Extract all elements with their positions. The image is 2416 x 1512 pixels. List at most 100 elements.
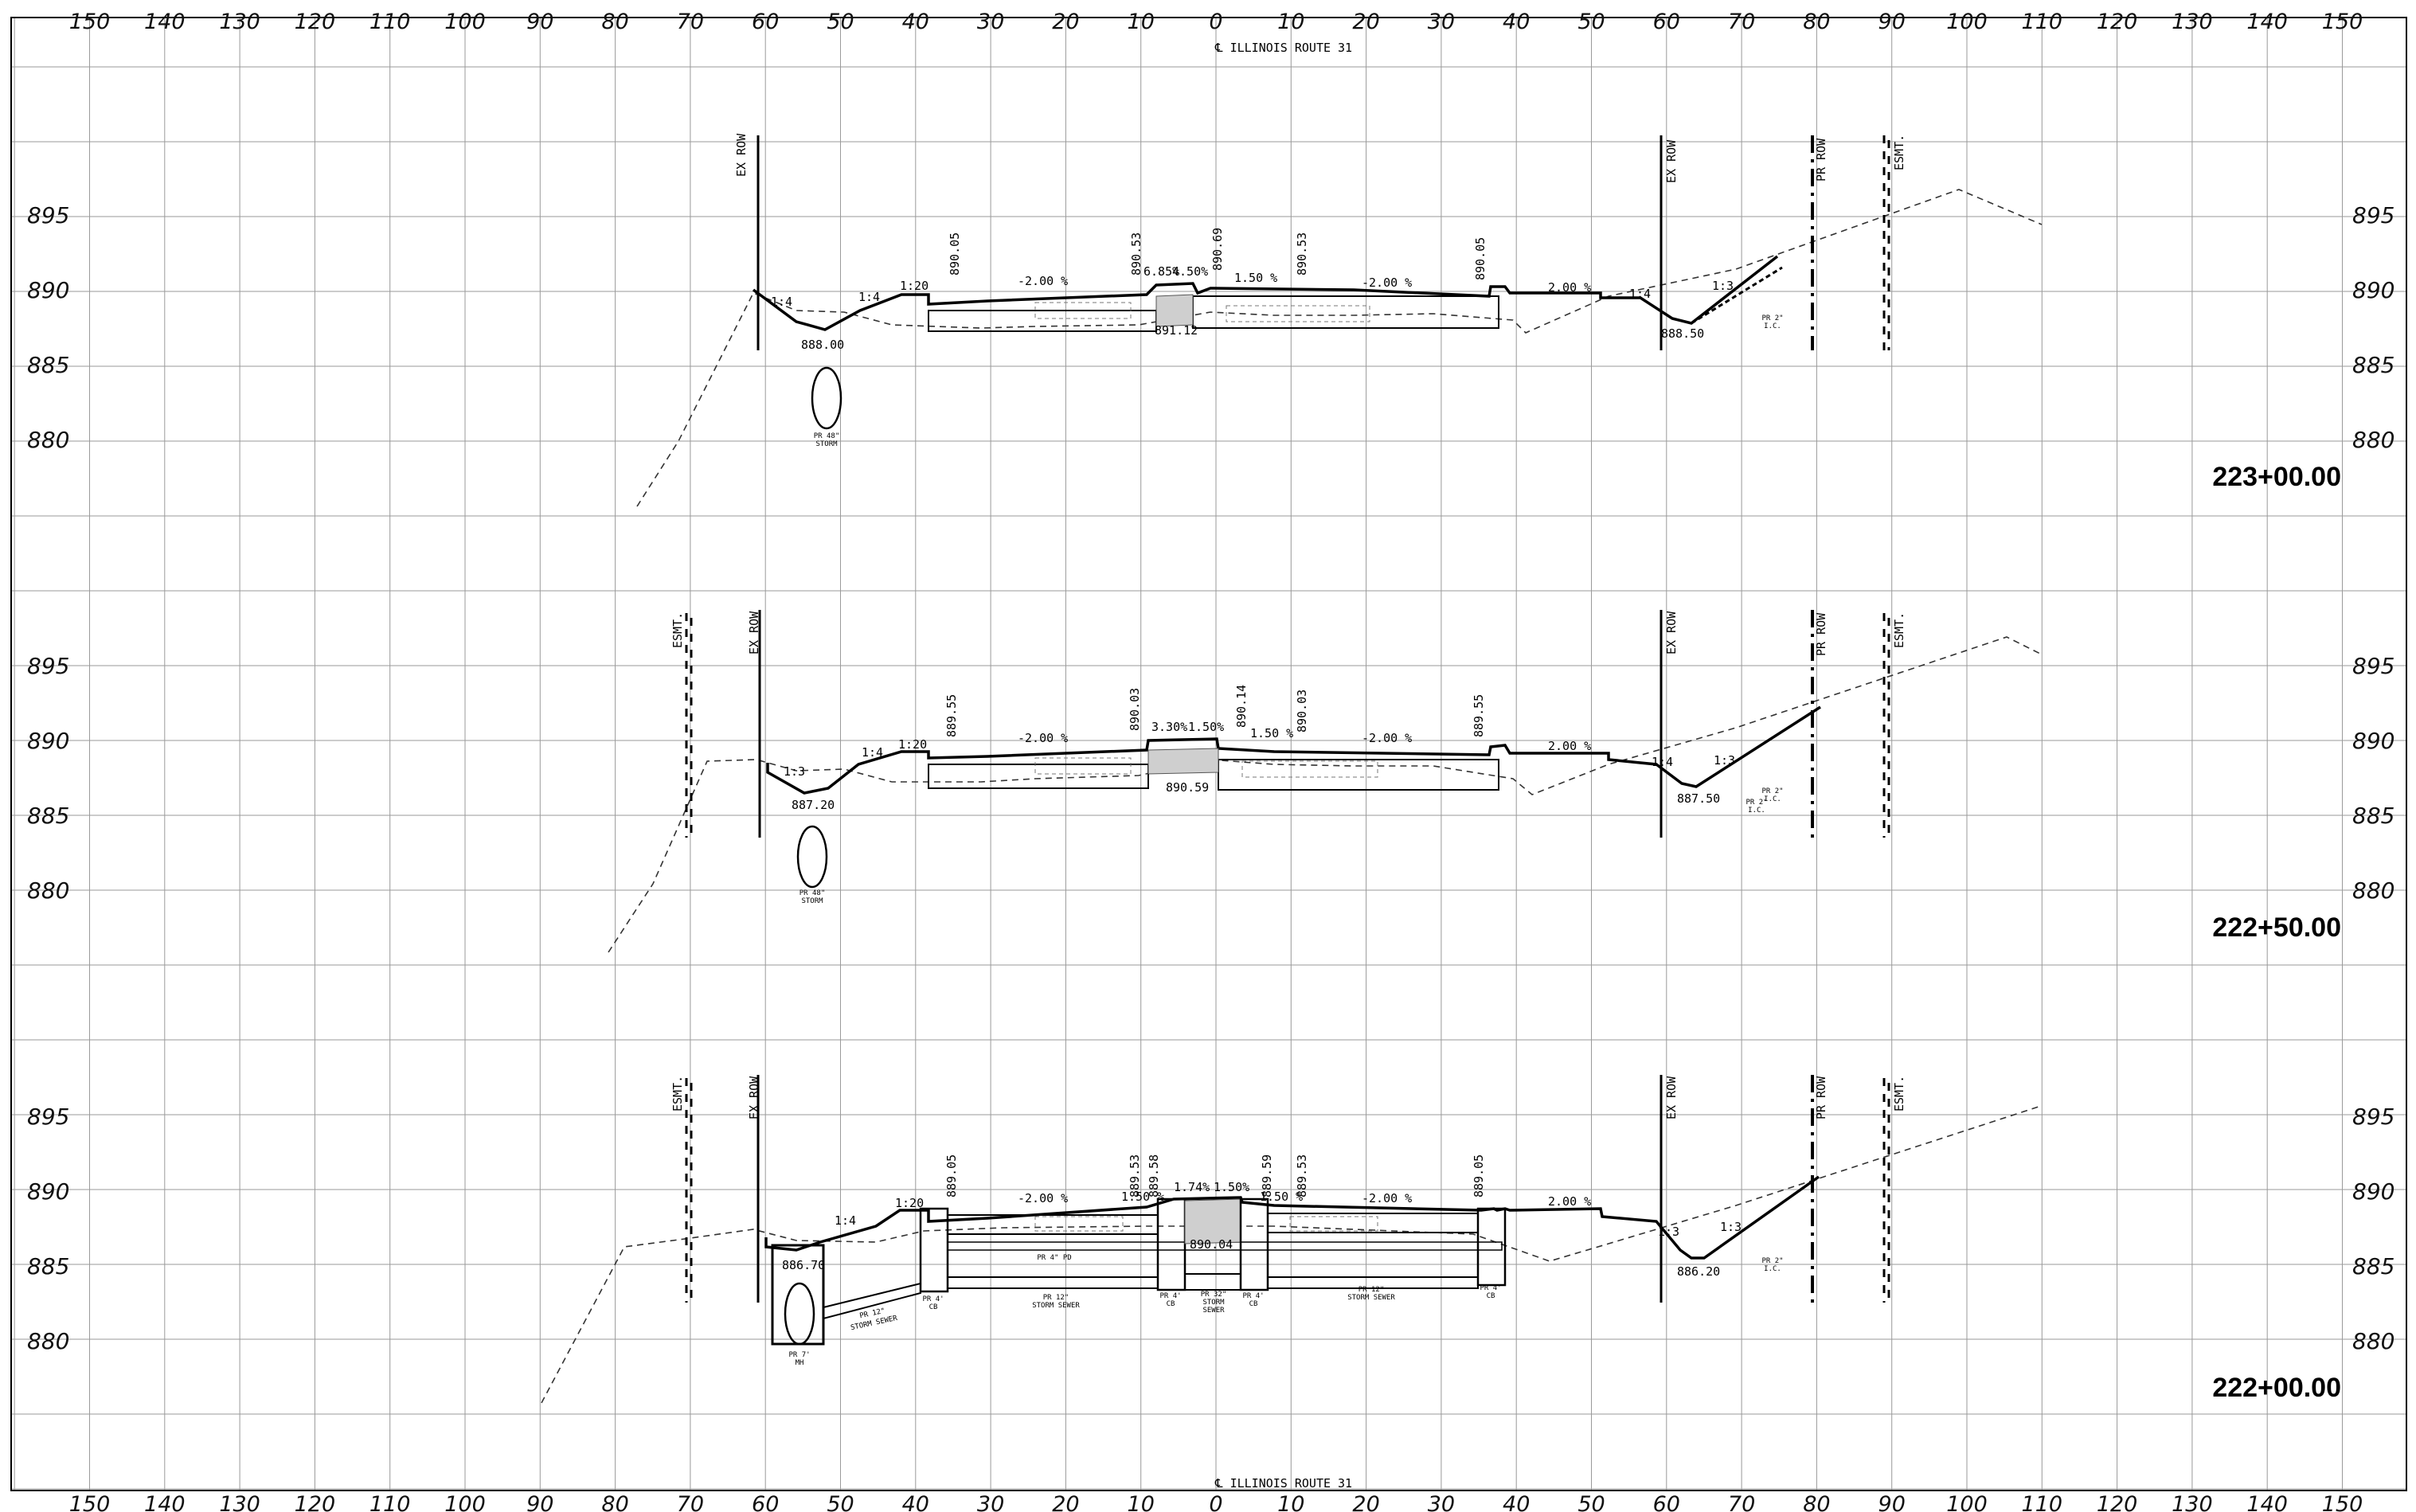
top-axis-tick-label: 20 (1352, 10, 1379, 34)
bottom-axis-tick-label: 100 (444, 1492, 486, 1512)
ic-label: I.C. (1748, 807, 1765, 815)
slope-label: 1:4 (1652, 755, 1673, 769)
elevation-label-left: 885 (27, 352, 69, 378)
manhole-label: MH (796, 1359, 804, 1367)
bottom-axis-tick-label: 60 (1653, 1492, 1680, 1512)
pavement-base-right (1218, 759, 1499, 791)
cross-slope-label: 6.85% (1143, 264, 1179, 279)
slope-label: 1:3 (1658, 1225, 1679, 1239)
top-axis-tick-label: 100 (444, 10, 486, 34)
spot-elevation: 889.53 (1295, 1155, 1309, 1197)
top-axis-tick-label: 100 (1946, 10, 1988, 34)
elevation-label-right: 895 (2352, 1104, 2394, 1130)
bottom-axis-tick-label: 10 (1277, 1492, 1304, 1512)
cross-slope-label: -2.00 % (1018, 731, 1068, 745)
top-axis-tick-label: 50 (827, 10, 854, 34)
top-axis-tick-label: 0 (1209, 10, 1222, 34)
elevation-label-right: 880 (2352, 877, 2394, 904)
bottom-axis-tick-label: 60 (752, 1492, 779, 1512)
spot-elevation: 886.20 (1677, 1264, 1720, 1279)
ic-label: PR 2" (1761, 315, 1783, 322)
spot-elevation: 890.53 (1129, 232, 1143, 275)
elevation-label-left: 880 (27, 1328, 69, 1354)
elevation-label-right: 895 (2352, 653, 2394, 679)
pr-row-label-right: PR ROW (1814, 612, 1828, 656)
bottom-axis-tick-label: 80 (1803, 1492, 1830, 1512)
slope-label: 1:4 (858, 290, 880, 304)
ic-label: PR 2" (1746, 799, 1767, 807)
cross-slope-label: 1.50% (1188, 720, 1224, 734)
existing-pavement (1034, 302, 1132, 319)
spot-elevation: 890.59 (1166, 780, 1209, 795)
ex-row-label-left: EX ROW (734, 133, 749, 177)
top-axis-tick-label: 130 (219, 10, 260, 34)
spot-elevation: 888.00 (801, 338, 844, 352)
elevation-label-left: 885 (27, 1253, 69, 1280)
elevation-label-left: 880 (27, 877, 69, 904)
bottom-axis-tick-label: 90 (526, 1492, 553, 1512)
cross-slope-label: -2.00 % (1018, 274, 1068, 288)
top-axis-tick-label: 120 (2097, 10, 2138, 34)
bottom-axis-tick-label: 30 (977, 1492, 1004, 1512)
elevation-label-left: 890 (27, 728, 69, 754)
top-axis-tick-label: 110 (369, 10, 411, 34)
spot-elevation: 890.53 (1295, 232, 1309, 275)
top-axis-tick-label: 40 (1503, 10, 1530, 34)
top-offset-axis: 150 140 130 120 110 100 90 80 70 60 50 40 30 20 10 0 10 2… (69, 10, 2363, 34)
esmt-label-right: ESMT. (1892, 1076, 1906, 1112)
ic-label: I.C. (1764, 1265, 1781, 1273)
spot-elevation: 891.12 (1155, 323, 1198, 338)
cross-slope-label: 1.50 % (1250, 726, 1293, 740)
top-axis-tick-label: 130 (2172, 10, 2213, 34)
top-axis-tick-label: 80 (601, 10, 628, 34)
esmt-label-right: ESMT. (1892, 135, 1906, 170)
cross-slope-label: -2.00 % (1362, 731, 1412, 745)
spot-elevation: 886.70 (782, 1258, 825, 1272)
bottom-axis-tick-label: 40 (1503, 1492, 1530, 1512)
spot-elevation: 889.55 (1472, 694, 1486, 737)
manhole-label: PR 7' (788, 1351, 810, 1359)
cross-slope-label: 1.74% (1174, 1180, 1210, 1194)
top-axis-tick-label: 140 (2246, 10, 2288, 34)
ex-row-label-left: EX ROW (747, 611, 761, 654)
spot-elevation: 890.05 (1473, 237, 1488, 280)
bottom-axis-tick-label: 120 (2097, 1492, 2138, 1512)
cross-slope-label: -2.00 % (1362, 275, 1412, 290)
catch-basin-right (1476, 1207, 1507, 1287)
bottom-axis-tick-label: 40 (902, 1492, 929, 1512)
slope-label: 1:20 (898, 737, 927, 752)
median-hatch (1155, 294, 1194, 327)
slope-label: 1:20 (895, 1196, 924, 1210)
top-axis-tick-label: 60 (1653, 10, 1680, 34)
storm-pipe-ellipse (796, 825, 828, 889)
ex-row-label-right: EX ROW (1664, 1076, 1679, 1119)
bottom-axis-tick-label: 0 (1209, 1492, 1222, 1512)
station-label: 222+50.00 (2212, 912, 2341, 943)
spot-elevation: 890.04 (1190, 1237, 1233, 1252)
ex-row-label-left: EX ROW (747, 1076, 761, 1119)
centerline-label-bottom: ℄ ILLINOIS ROUTE 31 (1214, 1476, 1352, 1491)
section-222-00: PR 7' MH PR 12" STORM SEWER PR 4' CB PR … (27, 1075, 2394, 1404)
storm-pipe-ellipse (811, 366, 842, 430)
pr-row-label-right: PR ROW (1814, 1076, 1828, 1119)
elevation-label-right: 895 (2352, 202, 2394, 229)
existing-ground-line (608, 636, 2043, 953)
catch-basin-label: PR 4' (1242, 1292, 1264, 1300)
slope-label: 1:20 (900, 279, 928, 293)
sheet-border (10, 17, 2407, 1491)
top-axis-tick-label: 80 (1803, 10, 1830, 34)
existing-pavement (1241, 760, 1378, 778)
top-axis-tick-label: 50 (1577, 10, 1605, 34)
catch-basin-label: PR 4' (1480, 1284, 1501, 1292)
top-axis-tick-label: 70 (1728, 10, 1755, 34)
bottom-axis-tick-label: 150 (69, 1492, 111, 1512)
cross-slope-label: 2.00 % (1548, 1194, 1591, 1209)
existing-pavement (1289, 1216, 1378, 1232)
top-axis-tick-label: 150 (2322, 10, 2363, 34)
elevation-label-right: 890 (2352, 728, 2394, 754)
bottom-axis-tick-label: 110 (2022, 1492, 2063, 1512)
bottom-axis-tick-label: 50 (827, 1492, 854, 1512)
top-axis-tick-label: 90 (1878, 10, 1906, 34)
esmt-label-right: ESMT. (1892, 612, 1906, 648)
